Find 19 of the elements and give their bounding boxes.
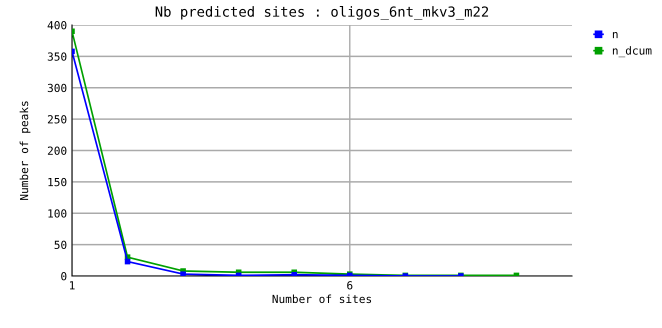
legend-label: n <box>612 32 618 38</box>
chart-title: Nb predicted sites : oligos_6nt_mkv3_m22 <box>156 6 488 20</box>
legend-label: n_dcum <box>612 46 652 58</box>
point <box>291 272 297 276</box>
y-tick-label: 400 <box>48 21 66 30</box>
y-axis-title: Number of peaks <box>20 101 30 200</box>
point <box>124 258 130 264</box>
x-tick-label: 1 <box>70 281 75 290</box>
x-axis-title: Number of sites <box>272 294 372 304</box>
point <box>180 271 186 276</box>
y-tick-label: 200 <box>48 146 66 155</box>
y-tick-label: 350 <box>48 52 66 61</box>
y-tick-label: 0 <box>61 272 66 280</box>
y-tick-label: 100 <box>48 209 66 218</box>
x-tick-label: 6 <box>347 281 352 290</box>
y-tick-label: 50 <box>54 240 66 250</box>
y-tick-label: 300 <box>48 84 66 92</box>
y-tick-label: 150 <box>48 178 66 186</box>
y-tick-label: 250 <box>48 115 66 124</box>
